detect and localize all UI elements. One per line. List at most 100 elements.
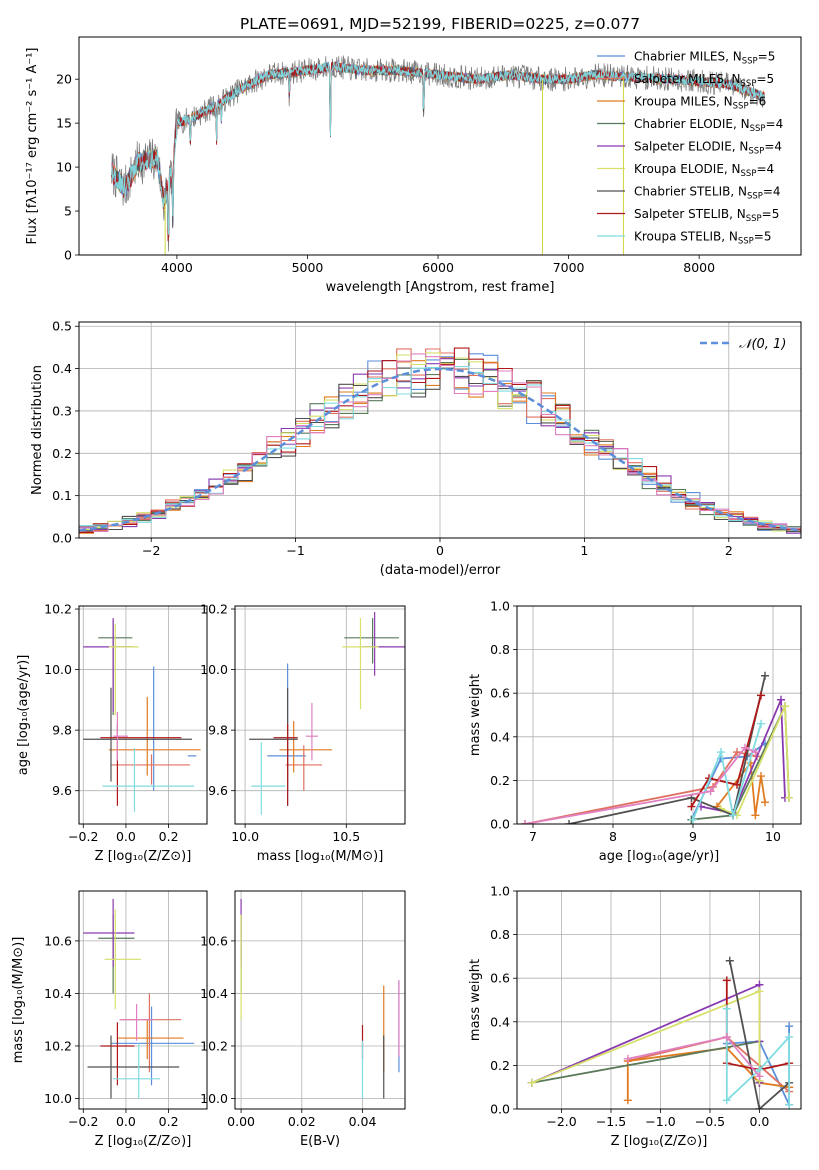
x-axis-label: E(B-V) — [300, 1134, 340, 1149]
weight-marker — [785, 1100, 794, 1109]
y-tick-label: 0.0 — [490, 817, 510, 832]
weight-marker — [751, 748, 760, 757]
y-tick-label: 0.5 — [52, 319, 72, 334]
legend-entry-value: =4 — [756, 162, 774, 176]
weight-marker — [751, 811, 760, 820]
y-tick-label: 0.6 — [490, 971, 510, 986]
legend-entry-value: =5 — [762, 207, 780, 221]
axes-frame — [234, 605, 406, 825]
weight-series-line — [524, 746, 756, 824]
axes-frame — [78, 890, 208, 1110]
y-tick-label: 20 — [56, 72, 72, 87]
legend-entry-subscript: SSP — [750, 124, 766, 134]
grid-lines — [235, 606, 405, 824]
weight-marker — [687, 802, 696, 811]
legend-entry-value: =5 — [754, 230, 772, 244]
weight-marker — [729, 811, 737, 820]
y-tick-label: 1.0 — [490, 599, 510, 614]
spectrum-panel: 4000 5000 6000 7000 8000 0 5 10 15 20 wavelength [… — [25, 36, 802, 295]
legend-entry-value: =6 — [749, 95, 767, 109]
weight-marker — [722, 1004, 731, 1013]
legend-entry-name: Chabrier MILES, N — [634, 50, 742, 64]
weight-marker — [755, 1072, 764, 1081]
weight-marker — [755, 1105, 764, 1109]
axes: 0.00 0.02 0.04 10.0 10.2 10.4 10.6 E(B-V) — [200, 890, 406, 1149]
weight-marker — [527, 1078, 536, 1087]
axes: −2.0 −1.5 −1.0 −0.5 0.0 0.0 0.2 0.4 0.6 0.8 1.0 Z [… — [468, 884, 802, 1149]
residual-histogram-panel: −2 −1 0 1 2 0.0 0.1 0.2 0.3 0.4 0.5 (data-model)/er… — [30, 319, 802, 578]
x-tick-label: 1 — [580, 543, 588, 558]
legend-entry-name: Salpeter STELIB, N — [634, 207, 746, 221]
weight-marker — [706, 787, 715, 796]
x-tick-label: 6000 — [422, 260, 454, 275]
legend-entry-name: Chabrier ELODIE, N — [634, 117, 750, 131]
plot-area — [249, 612, 405, 815]
plot-area — [111, 55, 765, 255]
legend-entry: Kroupa MILES, NSSP=6 — [634, 95, 766, 112]
weight-marker — [761, 798, 769, 807]
x-tick-label: −0.2 — [68, 829, 98, 844]
y-tick-label: 0.2 — [490, 1058, 510, 1073]
plot-area — [527, 956, 794, 1109]
y-tick-label: 0.8 — [490, 642, 510, 657]
y-tick-label: 0.1 — [52, 488, 72, 503]
mass-vs-metallicity-panel: −0.2 0.0 0.2 10.0 10.2 10.4 10.6 Z [log₁₀(Z/Z⊙)… — [11, 890, 208, 1149]
legend-entry: Chabrier STELIB, NSSP=4 — [634, 185, 781, 202]
y-tick-label: 0.8 — [490, 927, 510, 942]
weight-marker — [521, 820, 529, 824]
plot-area — [79, 347, 801, 534]
weight-marker — [725, 956, 734, 965]
legend-entry: Salpeter STELIB, NSSP=5 — [634, 207, 779, 224]
y-axis-label: Normed distribution — [30, 365, 45, 495]
y-tick-label: 10.2 — [200, 1038, 228, 1053]
x-tick-label: 0.02 — [288, 1114, 316, 1129]
weight-marker — [565, 820, 573, 824]
legend-entry: Kroupa STELIB, NSSP=5 — [634, 230, 772, 247]
axes-frame — [78, 605, 208, 825]
legend-entry-value: =4 — [763, 185, 781, 199]
weight-series-line — [700, 699, 786, 815]
axes: −0.2 0.0 0.2 9.6 9.8 10.0 10.2 Z [log₁₀(Z/Z⊙)] a… — [16, 602, 208, 864]
legend-entry-value: =5 — [756, 72, 774, 86]
legend-entry: Salpeter ELODIE, NSSP=4 — [634, 140, 782, 157]
x-axis-label: (data-model)/error — [380, 563, 501, 578]
legend-entry-name: Kroupa MILES, N — [634, 95, 733, 109]
legend-entry-name: Kroupa STELIB, N — [634, 230, 738, 244]
y-tick-label: 1.0 — [490, 884, 510, 899]
y-tick-label: 15 — [56, 116, 72, 131]
weight-marker — [722, 976, 731, 985]
weight-series-line — [720, 705, 790, 817]
y-tick-label: 0.6 — [490, 686, 510, 701]
x-tick-label: 4000 — [161, 260, 193, 275]
x-tick-label: 0.0 — [749, 1114, 769, 1129]
weight-marker — [761, 671, 769, 680]
x-tick-label: 0.2 — [159, 1114, 179, 1129]
normal-distribution-curve — [79, 367, 801, 532]
legend-entry-subscript: SSP — [742, 57, 758, 67]
legend-entry-value: =5 — [758, 50, 776, 64]
legend-entry: 𝒩(0, 1) — [739, 337, 786, 352]
weight-marker — [733, 780, 741, 789]
y-tick-label: 10.2 — [44, 1038, 72, 1053]
legend-entry-name: Salpeter ELODIE, N — [634, 140, 748, 154]
x-tick-label: 0 — [436, 543, 444, 558]
legend-entry: Kroupa ELODIE, NSSP=4 — [634, 162, 774, 179]
y-tick-label: 10.0 — [44, 662, 72, 677]
y-tick-label: 10 — [56, 160, 72, 175]
plot-area — [521, 671, 793, 824]
legend-entry-subscript: SSP — [746, 214, 762, 224]
mass-vs-extinction-panel: 0.00 0.02 0.04 10.0 10.2 10.4 10.6 E(B-V) — [200, 890, 406, 1149]
axes: 7 8 9 10 0.0 0.2 0.4 0.6 0.8 1.0 age [log₁₀(age/yr… — [468, 599, 802, 864]
axes: −0.2 0.0 0.2 10.0 10.2 10.4 10.6 Z [log₁₀(Z/Z⊙)… — [11, 890, 208, 1149]
y-tick-label: 10.0 — [44, 1091, 72, 1106]
y-tick-label: 9.8 — [52, 723, 72, 738]
x-tick-label: 0.04 — [349, 1114, 377, 1129]
age-vs-metallicity-panel: −0.2 0.0 0.2 9.6 9.8 10.0 10.2 Z [log₁₀(Z/Z⊙)] a… — [16, 602, 208, 864]
axes: 4000 5000 6000 7000 8000 0 5 10 15 20 wavelength [… — [25, 36, 802, 295]
grid-lines — [79, 606, 207, 824]
weight-marker — [623, 1096, 632, 1105]
weight-marker — [733, 748, 741, 757]
y-tick-label: 5 — [64, 204, 72, 219]
weight-series-line — [568, 675, 766, 824]
